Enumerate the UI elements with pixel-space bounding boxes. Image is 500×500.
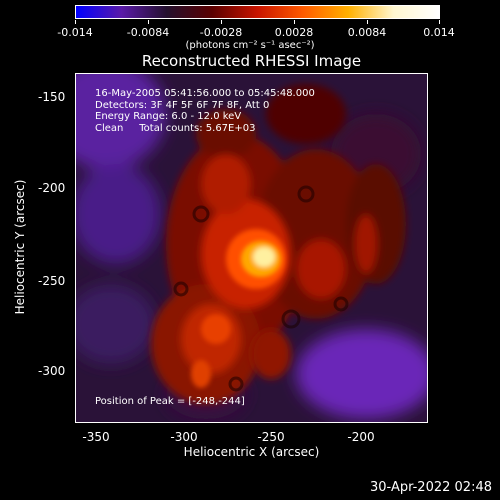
plot-title: Reconstructed RHESSI Image: [141, 52, 362, 70]
colorbar-tick: [367, 20, 368, 24]
info-energy-range: Energy Range: 6.0 - 12.0 keV: [95, 111, 242, 122]
rhessi-image-svg: [76, 74, 427, 422]
observation-info: 16-May-2005 05:41:56.000 to 05:45:48.000…: [95, 88, 315, 134]
colorbar-tick: [439, 20, 440, 24]
y-tick-label: -250: [38, 274, 66, 288]
colorbar-tick-label: -0.0084: [126, 26, 170, 39]
y-tick-label: -200: [38, 181, 66, 195]
colorbar: [75, 5, 440, 19]
x-tick-label: -200: [347, 430, 375, 444]
colorbar-tick-label: 0.014: [423, 26, 455, 39]
info-total-counts: Clean Total counts: 5.67E+03: [95, 122, 256, 134]
colorbar-tick-label: -0.0028: [199, 26, 243, 39]
colorbar-tick-label: 0.0084: [347, 26, 387, 39]
colorbar-tick: [148, 20, 149, 24]
y-tick-label: -150: [38, 90, 66, 104]
y-axis-label: Heliocentric Y (arcsec): [13, 179, 27, 315]
y-tick-label: -300: [38, 364, 66, 378]
info-time-range: 16-May-2005 05:41:56.000 to 05:45:48.000: [95, 88, 315, 99]
x-tick-label: -350: [82, 430, 110, 444]
colorbar-tick: [294, 20, 295, 24]
rhessi-image: [75, 73, 428, 423]
x-tick-label: -300: [170, 430, 198, 444]
colorbar-tick-label: 0.0028: [274, 26, 314, 39]
info-detectors: Detectors: 3F 4F 5F 6F 7F 8F, Att 0: [95, 99, 270, 111]
colorbar-tick: [75, 20, 76, 24]
timestamp: 30-Apr-2022 02:48: [370, 480, 492, 495]
colorbar-units: (photons cm⁻² s⁻¹ asec⁻²): [185, 40, 315, 51]
x-axis-label: Heliocentric X (arcsec): [183, 445, 320, 459]
colorbar-tick-label: -0.014: [57, 26, 93, 39]
x-tick-label: -250: [257, 430, 285, 444]
colorbar-tick: [221, 20, 222, 24]
peak-position: Position of Peak = [-248,-244]: [95, 396, 245, 407]
